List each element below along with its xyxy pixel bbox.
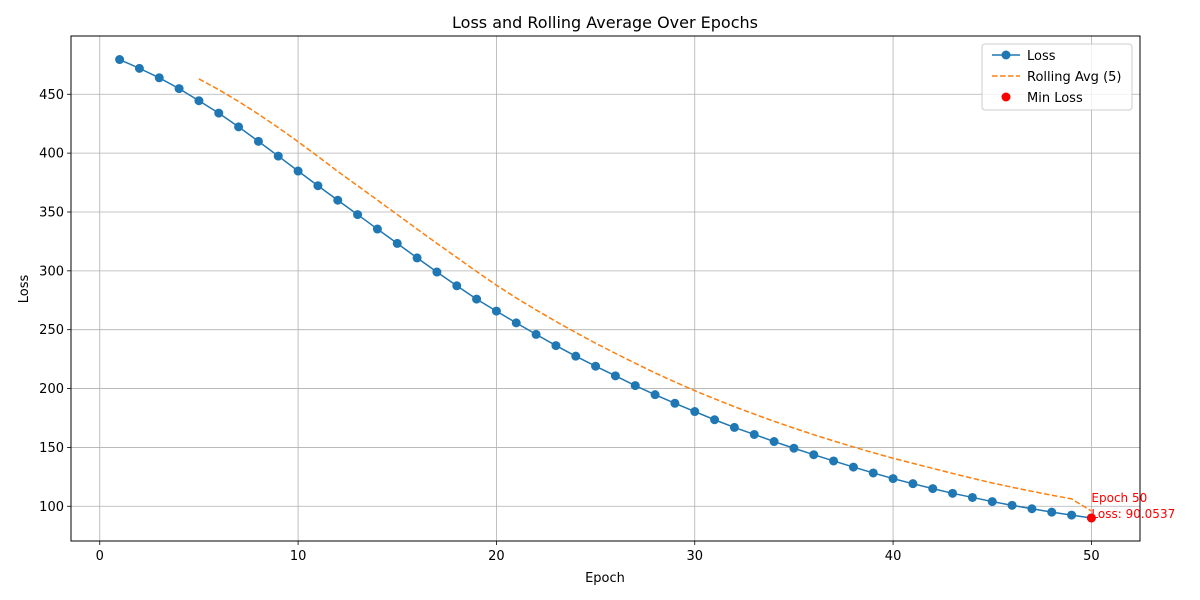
loss-point (690, 407, 700, 417)
plot-frame (70, 35, 1141, 542)
loss-point (769, 437, 779, 447)
x-axis-ticks: 0 10 20 30 40 50 (96, 541, 1100, 564)
loss-point (392, 238, 402, 248)
x-axis-label: Epoch (585, 571, 625, 586)
loss-point (253, 136, 263, 146)
legend-min-label: Min Loss (1027, 91, 1083, 106)
legend-box (981, 43, 1133, 111)
y-axis-label: Loss (17, 275, 32, 304)
series-layer (115, 55, 1096, 523)
x-tick-label: 20 (488, 549, 505, 564)
min-loss-point (1086, 513, 1096, 523)
loss-point (729, 422, 739, 432)
loss-point (452, 281, 462, 291)
loss-point (134, 63, 144, 73)
loss-point (789, 443, 799, 453)
loss-point (710, 415, 720, 425)
loss-point (214, 108, 224, 118)
loss-point (987, 497, 997, 507)
loss-point (432, 267, 442, 277)
x-tick-label: 0 (96, 549, 104, 564)
loss-point (372, 224, 382, 234)
min-loss-annotation: Epoch 50 Loss: 90.0537 (1091, 491, 1175, 521)
loss-point (333, 195, 343, 205)
y-tick-label: 400 (39, 147, 64, 162)
legend-rolling-label: Rolling Avg (5) (1027, 70, 1122, 85)
y-tick-label: 100 (39, 500, 64, 515)
loss-point (1027, 504, 1037, 514)
y-tick-label: 350 (39, 205, 64, 220)
loss-point (1047, 507, 1057, 517)
loss-point (353, 210, 363, 220)
y-tick-label: 300 (39, 264, 64, 279)
annotation-line-2: Loss: 90.0537 (1091, 507, 1175, 521)
loss-point (234, 122, 244, 132)
y-axis-ticks: 100 150 200 250 300 350 400 450 (39, 88, 71, 515)
legend-min-marker (1001, 92, 1011, 102)
loss-point (412, 253, 422, 263)
loss-point (809, 450, 819, 460)
legend-loss-label: Loss (1027, 49, 1056, 64)
y-tick-label: 200 (39, 382, 64, 397)
loss-point (1007, 500, 1017, 510)
loss-point (1067, 510, 1077, 520)
loss-point (293, 166, 303, 176)
loss-point (115, 55, 125, 65)
annotation-line-1: Epoch 50 (1091, 491, 1147, 505)
loss-point (749, 429, 759, 439)
loss-point (610, 371, 620, 381)
loss-point (571, 351, 581, 361)
loss-point (848, 462, 858, 472)
x-tick-label: 30 (686, 549, 703, 564)
chart-title: Loss and Rolling Average Over Epochs (452, 13, 758, 32)
y-tick-label: 250 (39, 323, 64, 338)
loss-point (967, 492, 977, 502)
loss-point (511, 318, 521, 328)
loss-point (194, 96, 204, 106)
loss-point (313, 181, 323, 191)
x-tick-label: 10 (290, 549, 307, 564)
loss-point (670, 398, 680, 408)
loss-point (928, 484, 938, 494)
loss-point (491, 306, 501, 316)
loss-point (273, 151, 283, 161)
loss-point (531, 329, 541, 339)
x-tick-label: 40 (885, 549, 902, 564)
loss-point (868, 468, 878, 478)
rolling-avg-line (198, 78, 1092, 512)
loss-point (650, 390, 660, 400)
loss-point (888, 474, 898, 484)
loss-point (591, 361, 601, 371)
loss-point (829, 456, 839, 466)
loss-point (630, 381, 640, 391)
legend-loss-marker (1001, 50, 1011, 60)
loss-point (551, 341, 561, 351)
loss-point (154, 73, 164, 83)
loss-point (948, 488, 958, 498)
loss-point (174, 84, 184, 94)
x-tick-label: 50 (1083, 549, 1100, 564)
loss-point (908, 479, 918, 489)
grid (71, 36, 1140, 541)
y-tick-label: 450 (39, 88, 64, 103)
loss-point (472, 294, 482, 304)
y-tick-label: 150 (39, 441, 64, 456)
legend: Loss Rolling Avg (5) Min Loss (981, 43, 1133, 111)
